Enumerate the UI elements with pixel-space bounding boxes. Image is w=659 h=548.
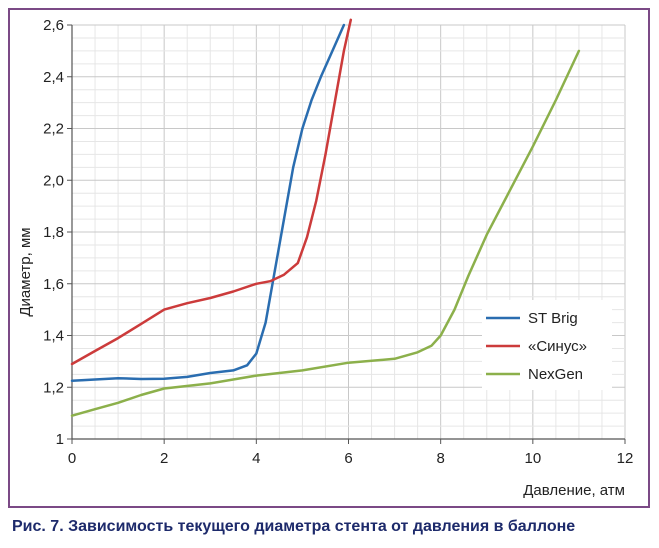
legend-label: NexGen — [528, 366, 583, 383]
x-tick-label: 8 — [436, 450, 444, 467]
series-line-1 — [70, 18, 353, 366]
series-line-0 — [70, 23, 346, 383]
y-tick-label: 2,4 — [43, 69, 64, 86]
x-tick-label: 6 — [344, 450, 352, 467]
y-tick-label: 1,8 — [43, 224, 64, 241]
y-axis-label: Диаметр, мм — [17, 227, 34, 316]
legend: ST Brig «Синус» NexGen — [482, 300, 612, 390]
x-tick-labels: 0 2 4 6 8 10 12 — [68, 450, 634, 467]
x-tick-label: 10 — [524, 450, 541, 467]
figure-caption: Рис. 7. Зависимость текущего диаметра ст… — [12, 518, 576, 535]
y-tick-label: 2,0 — [43, 172, 64, 189]
y-tick-label: 2,6 — [43, 17, 64, 34]
line-chart: 1 1,2 1,4 1,6 1,8 2,0 2,2 2,4 2,6 0 2 4 6 8 10 12 Диам… — [17, 17, 634, 499]
y-tick-label: 1,2 — [43, 379, 64, 396]
y-tick-label: 1,6 — [43, 276, 64, 293]
axes — [67, 24, 626, 444]
x-tick-label: 4 — [252, 450, 260, 467]
y-tick-label: 1,4 — [43, 328, 64, 345]
series-line-2 — [70, 49, 581, 417]
legend-label: ST Brig — [528, 310, 578, 327]
y-tick-label: 2,2 — [43, 121, 64, 138]
legend-label: «Синус» — [528, 338, 587, 355]
y-tick-label: 1 — [56, 431, 64, 448]
x-tick-label: 2 — [160, 450, 168, 467]
x-tick-label: 12 — [617, 450, 634, 467]
y-tick-labels: 1 1,2 1,4 1,6 1,8 2,0 2,2 2,4 2,6 — [43, 17, 64, 448]
x-tick-label: 0 — [68, 450, 76, 467]
series-lines — [70, 18, 581, 417]
chart-frame: 1 1,2 1,4 1,6 1,8 2,0 2,2 2,4 2,6 0 2 4 6 8 10 12 Диам… — [8, 8, 650, 508]
x-axis-label: Давление, атм — [523, 482, 625, 499]
